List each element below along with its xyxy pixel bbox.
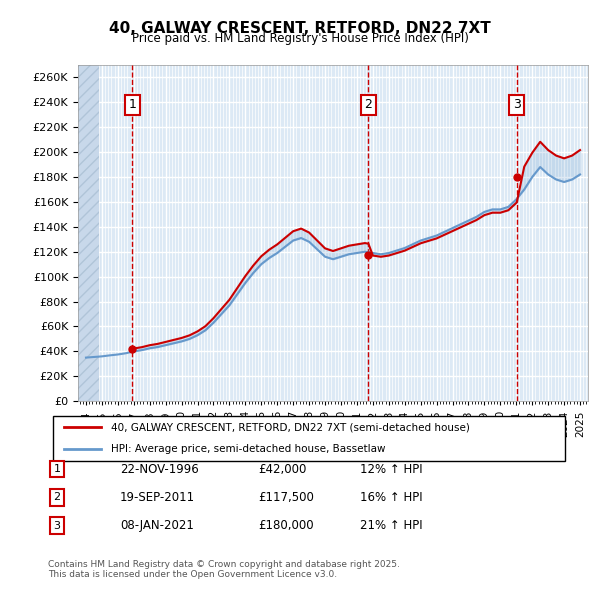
Text: 3: 3 — [53, 521, 61, 530]
Text: £180,000: £180,000 — [258, 519, 314, 532]
Text: Price paid vs. HM Land Registry's House Price Index (HPI): Price paid vs. HM Land Registry's House … — [131, 32, 469, 45]
Bar — [78, 65, 99, 401]
Text: 3: 3 — [513, 99, 521, 112]
Text: HPI: Average price, semi-detached house, Bassetlaw: HPI: Average price, semi-detached house,… — [112, 444, 386, 454]
Text: 1: 1 — [53, 464, 61, 474]
Text: 40, GALWAY CRESCENT, RETFORD, DN22 7XT: 40, GALWAY CRESCENT, RETFORD, DN22 7XT — [109, 21, 491, 35]
Text: Contains HM Land Registry data © Crown copyright and database right 2025.
This d: Contains HM Land Registry data © Crown c… — [48, 560, 400, 579]
FancyBboxPatch shape — [53, 415, 565, 461]
Text: 40, GALWAY CRESCENT, RETFORD, DN22 7XT (semi-detached house): 40, GALWAY CRESCENT, RETFORD, DN22 7XT (… — [112, 422, 470, 432]
Text: 1: 1 — [128, 99, 136, 112]
Text: £42,000: £42,000 — [258, 463, 307, 476]
Bar — [78, 65, 99, 401]
Text: 2: 2 — [364, 99, 373, 112]
Text: 12% ↑ HPI: 12% ↑ HPI — [360, 463, 422, 476]
Text: 19-SEP-2011: 19-SEP-2011 — [120, 491, 195, 504]
Text: £117,500: £117,500 — [258, 491, 314, 504]
Text: 21% ↑ HPI: 21% ↑ HPI — [360, 519, 422, 532]
Text: 22-NOV-1996: 22-NOV-1996 — [120, 463, 199, 476]
Text: 08-JAN-2021: 08-JAN-2021 — [120, 519, 194, 532]
Text: 2: 2 — [53, 493, 61, 502]
Text: 16% ↑ HPI: 16% ↑ HPI — [360, 491, 422, 504]
